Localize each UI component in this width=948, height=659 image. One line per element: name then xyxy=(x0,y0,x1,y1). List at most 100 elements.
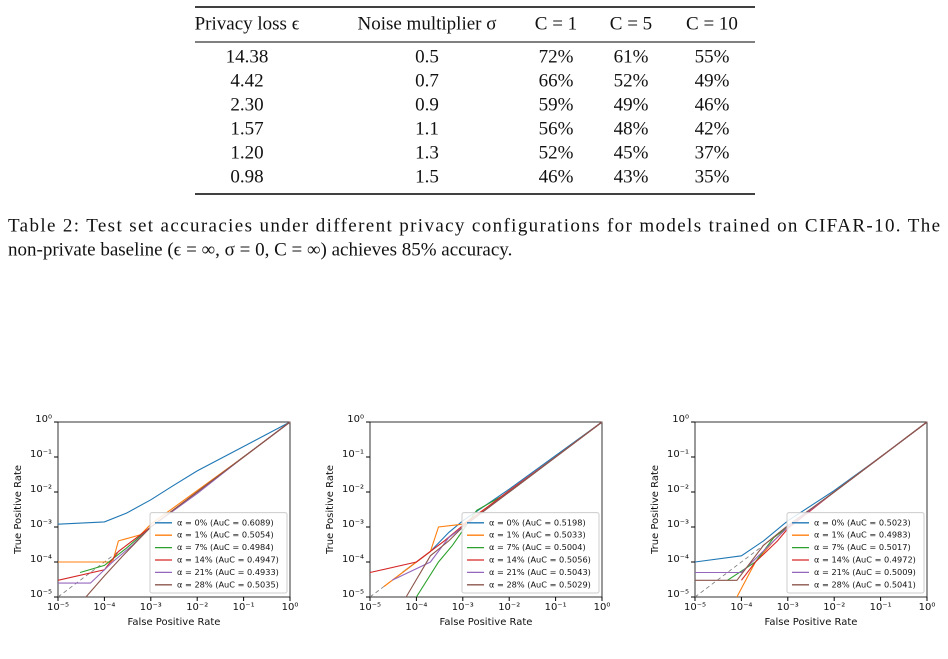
x-tick-label: 10⁻¹ xyxy=(870,602,892,613)
table-cell: 49% xyxy=(614,94,649,115)
y-tick-label: 10⁰ xyxy=(672,414,689,425)
y-tick-label: 10⁻² xyxy=(30,484,52,495)
table-cell: 1.20 xyxy=(230,142,263,163)
roc-curve xyxy=(57,421,291,525)
x-tick-label: 10⁻¹ xyxy=(233,602,255,613)
x-tick-label: 10⁻⁵ xyxy=(684,602,706,613)
y-tick-label: 10⁻³ xyxy=(667,519,689,530)
chart: 10⁻⁵ 10⁻⁴ 10⁻³ 10⁻² 10⁻¹ 10⁰ 10⁻⁵ 10⁻⁴ 10⁻³ 10⁻² 1… xyxy=(325,414,610,628)
legend-label: α = 28% (AuC = 0.5035) xyxy=(177,579,279,589)
legend-label: α = 14% (AuC = 0.5056) xyxy=(489,555,591,565)
legend-label: α = 7% (AuC = 0.5017) xyxy=(814,542,911,552)
caption-line: Table 2: Test set accuracies under diffe… xyxy=(8,215,940,236)
legend-label: α = 7% (AuC = 0.4984) xyxy=(177,542,274,552)
table-cell: 0.9 xyxy=(415,94,439,115)
x-tick-label: 10⁻³ xyxy=(140,602,162,613)
y-tick-label: 10⁻⁴ xyxy=(30,554,52,565)
y-tick-label: 10⁻⁵ xyxy=(667,589,689,600)
legend-label: α = 7% (AuC = 0.5004) xyxy=(489,542,586,552)
table-cell: 66% xyxy=(539,70,574,91)
legend-label: α = 21% (AuC = 0.5043) xyxy=(489,567,591,577)
table-cell: 61% xyxy=(614,46,649,67)
legend-label: α = 0% (AuC = 0.5198) xyxy=(489,517,586,527)
table-header: Privacy loss ϵ xyxy=(195,13,300,34)
y-tick-label: 10⁻¹ xyxy=(342,449,364,460)
table-cell: 55% xyxy=(695,46,730,67)
y-axis-label: True Positive Rate xyxy=(13,465,24,555)
y-tick-label: 10⁻⁴ xyxy=(667,554,689,565)
x-tick-label: 10⁰ xyxy=(919,602,936,613)
y-axis-label: True Positive Rate xyxy=(650,465,661,555)
x-tick-label: 10⁻⁴ xyxy=(730,602,752,613)
table-header: C = 1 xyxy=(535,13,577,34)
x-tick-label: 10⁻² xyxy=(498,602,520,613)
table-cell: 72% xyxy=(539,46,574,67)
x-tick-label: 10⁻³ xyxy=(452,602,474,613)
x-axis-label: False Positive Rate xyxy=(440,617,533,628)
x-tick-label: 10⁻¹ xyxy=(545,602,567,613)
table-cell: 14.38 xyxy=(226,46,269,67)
table-cell: 1.5 xyxy=(415,166,439,187)
caption-line: non-private baseline (ϵ = ∞, σ = 0, C = … xyxy=(8,239,512,260)
table-cell: 46% xyxy=(695,94,730,115)
y-tick-label: 10⁰ xyxy=(35,414,52,425)
legend-label: α = 1% (AuC = 0.4983) xyxy=(814,530,911,540)
table-cell: 0.5 xyxy=(415,46,439,67)
legend-label: α = 28% (AuC = 0.5029) xyxy=(489,579,591,589)
x-axis-label: False Positive Rate xyxy=(765,617,858,628)
x-tick-label: 10⁰ xyxy=(594,602,611,613)
x-tick-label: 10⁻² xyxy=(823,602,845,613)
table-cell: 1.1 xyxy=(415,118,439,139)
table-cell: 48% xyxy=(614,118,649,139)
y-tick-label: 10⁻² xyxy=(667,484,689,495)
legend-label: α = 14% (AuC = 0.4972) xyxy=(814,555,916,565)
legend-label: α = 14% (AuC = 0.4947) xyxy=(177,555,279,565)
x-axis-label: False Positive Rate xyxy=(128,617,221,628)
chart: 10⁻⁵ 10⁻⁴ 10⁻³ 10⁻² 10⁻¹ 10⁰ 10⁻⁵ 10⁻⁴ 10⁻³ 10⁻² 1… xyxy=(13,414,298,628)
legend-label: α = 21% (AuC = 0.4933) xyxy=(177,567,279,577)
table-cell: 52% xyxy=(614,70,649,91)
table-cell: 52% xyxy=(539,142,574,163)
y-tick-label: 10⁻² xyxy=(342,484,364,495)
y-tick-label: 10⁻⁴ xyxy=(342,554,364,565)
table-cell: 1.3 xyxy=(415,142,439,163)
table-cell: 0.7 xyxy=(415,70,439,91)
table-cell: 45% xyxy=(614,142,649,163)
table-cell: 1.57 xyxy=(230,118,263,139)
table-header: C = 5 xyxy=(610,13,652,34)
legend-label: α = 1% (AuC = 0.5054) xyxy=(177,530,274,540)
x-tick-label: 10⁻⁴ xyxy=(93,602,115,613)
chart: 10⁻⁵ 10⁻⁴ 10⁻³ 10⁻² 10⁻¹ 10⁰ 10⁻⁵ 10⁻⁴ 10⁻³ 10⁻² 1… xyxy=(650,414,935,628)
x-tick-label: 10⁻² xyxy=(186,602,208,613)
table-cell: 56% xyxy=(539,118,574,139)
x-tick-label: 10⁻⁵ xyxy=(47,602,69,613)
table-cell: 46% xyxy=(539,166,574,187)
table-header: Noise multiplier σ xyxy=(357,13,496,34)
y-tick-label: 10⁻¹ xyxy=(30,449,52,460)
table-cell: 4.42 xyxy=(230,70,263,91)
y-tick-label: 10⁻³ xyxy=(342,519,364,530)
y-tick-label: 10⁻¹ xyxy=(667,449,689,460)
x-tick-label: 10⁻⁴ xyxy=(405,602,427,613)
table-cell: 59% xyxy=(539,94,574,115)
x-tick-label: 10⁻³ xyxy=(777,602,799,613)
legend-box xyxy=(149,512,288,594)
y-axis-label: True Positive Rate xyxy=(325,465,336,555)
y-tick-label: 10⁻⁵ xyxy=(342,589,364,600)
y-tick-label: 10⁰ xyxy=(347,414,364,425)
table-cell: 42% xyxy=(695,118,730,139)
table-header: C = 10 xyxy=(686,13,738,34)
table-cell: 37% xyxy=(695,142,730,163)
table-cell: 43% xyxy=(614,166,649,187)
y-tick-label: 10⁻³ xyxy=(30,519,52,530)
legend-label: α = 0% (AuC = 0.6089) xyxy=(177,517,274,527)
x-tick-label: 10⁻⁵ xyxy=(359,602,381,613)
legend-label: α = 28% (AuC = 0.5041) xyxy=(814,579,916,589)
legend-box xyxy=(786,512,925,594)
x-tick-label: 10⁰ xyxy=(282,602,299,613)
table-cell: 2.30 xyxy=(230,94,263,115)
legend-label: α = 1% (AuC = 0.5033) xyxy=(489,530,586,540)
legend-label: α = 21% (AuC = 0.5009) xyxy=(814,567,916,577)
table-cell: 49% xyxy=(695,70,730,91)
